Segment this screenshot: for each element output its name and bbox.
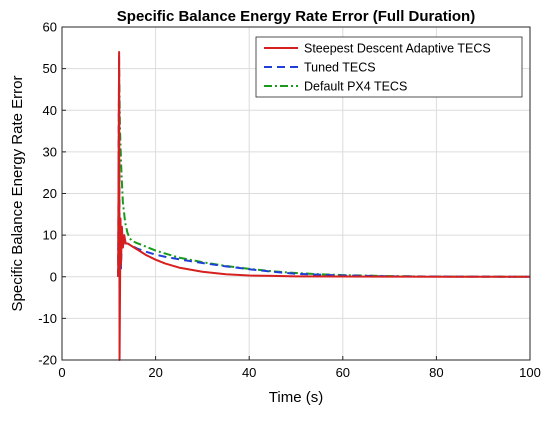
series-line-3 (117, 67, 531, 278)
x-tick-label: 80 (429, 365, 443, 380)
legend-label-3: Default PX4 TECS (304, 80, 407, 94)
chart-title: Specific Balance Energy Rate Error (Full… (117, 8, 475, 25)
y-tick-label: 40 (43, 103, 57, 118)
legend: Steepest Descent Adaptive TECS Tuned TECS… (255, 36, 523, 98)
tick-layer: 0 20 40 60 80 100 -20 -10 0 10 20 30 40 50 60 (38, 20, 541, 381)
x-tick-label: 20 (148, 365, 162, 380)
legend-label-1: Steepest Descent Adaptive TECS (304, 42, 491, 56)
y-tick-label: -10 (38, 311, 57, 326)
y-tick-label: 50 (43, 61, 57, 76)
x-tick-label: 0 (58, 365, 65, 380)
y-tick-label: 60 (43, 20, 57, 35)
y-axis-label: Specific Balance Energy Rate Error (9, 76, 26, 312)
series-line-1 (117, 50, 531, 361)
y-tick-label: 20 (43, 186, 57, 201)
x-axis-label: Time (s) (269, 389, 323, 406)
x-tick-label: 60 (336, 365, 350, 380)
y-tick-label: 0 (50, 269, 57, 284)
legend-box (255, 36, 523, 98)
y-tick-label: 10 (43, 228, 57, 243)
legend-label-2: Tuned TECS (304, 61, 376, 75)
y-tick-label: -20 (38, 353, 57, 368)
series-layer (117, 50, 531, 361)
x-tick-label: 40 (242, 365, 256, 380)
y-tick-label: 30 (43, 144, 57, 159)
x-tick-label: 100 (519, 365, 541, 380)
